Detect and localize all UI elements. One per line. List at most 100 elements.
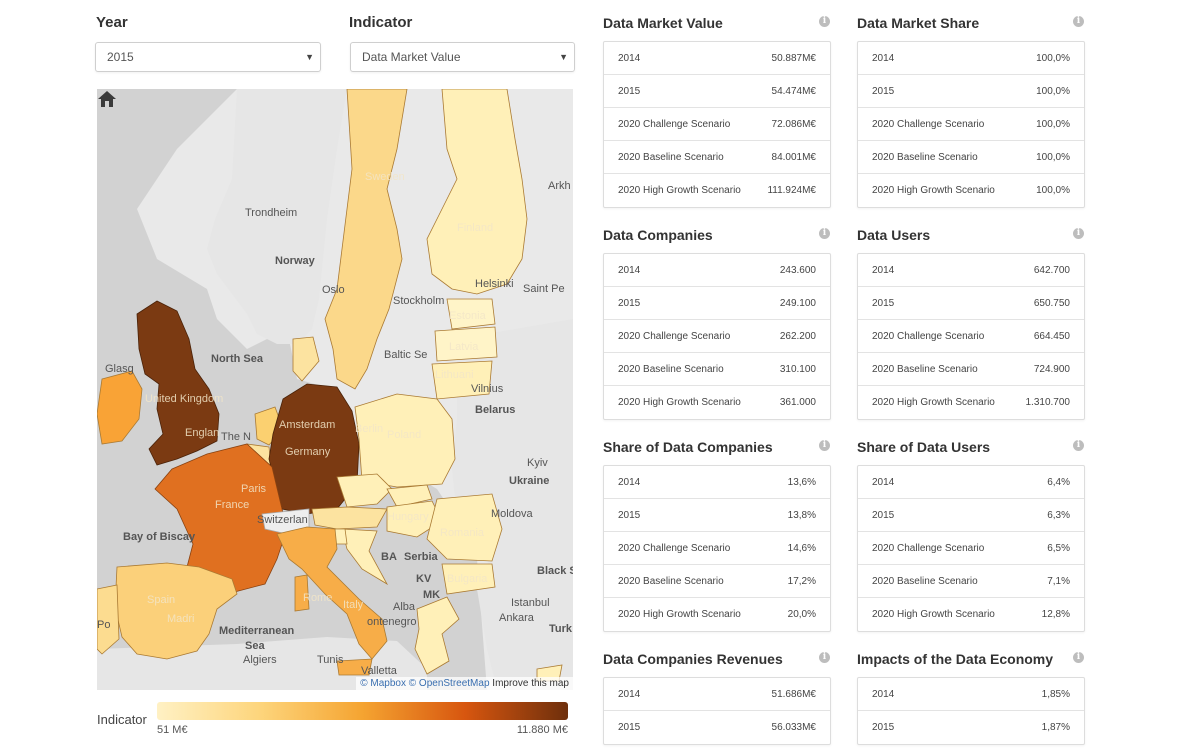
row-value: 243.600 [779, 264, 816, 276]
map-label-lithuania: Lithuani [435, 369, 474, 381]
map-label-helsinki: Helsinki [475, 278, 514, 290]
info-icon[interactable]: i [1073, 652, 1084, 663]
home-icon[interactable] [97, 89, 117, 109]
land-turkey [477, 579, 573, 690]
row-value: 50.887M€ [771, 52, 816, 64]
table-row: 2020 Baseline Scenario 84.001M€ [604, 141, 830, 174]
row-value: 100,0% [1036, 52, 1070, 64]
region-croatia [341, 528, 389, 586]
row-label: 2020 Baseline Scenario [618, 363, 724, 375]
region-sardinia [294, 574, 310, 612]
map-label-amsterdam: Amsterdam [279, 419, 336, 431]
region-estonia [446, 298, 496, 330]
map-label-sea: Sea [245, 640, 265, 652]
indicator-select[interactable]: Data Market Value ▼ [350, 42, 575, 72]
row-label: 2014 [618, 688, 641, 700]
legend-label: Indicator [97, 712, 147, 727]
mapbox-link[interactable]: © Mapbox [360, 678, 406, 689]
row-label: 2015 [618, 85, 641, 97]
row-value: 6,3% [1047, 509, 1070, 521]
info-icon[interactable]: i [819, 652, 830, 663]
map-label-bay-of-biscay: Bay of Biscay [123, 531, 196, 543]
row-label: 2020 Baseline Scenario [872, 575, 978, 587]
row-label: 2020 Challenge Scenario [618, 118, 731, 130]
map-label-north-sea: North Sea [211, 353, 263, 365]
map-label-italy: Italy [343, 599, 364, 611]
openstreetmap-link[interactable]: © OpenStreetMap [408, 678, 490, 689]
row-label: 2020 Baseline Scenario [872, 151, 978, 163]
table-row: 2020 High Growth Scenario 12,8% [858, 598, 1084, 631]
data-companies-revenues-title: Data Companies Revenues [603, 651, 783, 667]
row-value: 14,6% [787, 542, 816, 554]
info-icon[interactable]: i [1073, 228, 1084, 239]
table-row: 2020 Challenge Scenario 6,5% [858, 532, 1084, 565]
region-ireland [97, 370, 143, 445]
europe-map[interactable]: Sweden Finland Trondheim Arkh Norway Osl… [97, 89, 573, 690]
region-czechia [336, 473, 393, 508]
data-users-title: Data Users [857, 227, 931, 243]
legend-max: 11.880 M€ [516, 724, 568, 736]
table-row: 2014 50.887M€ [604, 42, 830, 75]
region-finland [426, 89, 528, 295]
table-row: 2014 6,4% [858, 466, 1084, 499]
map-label-paris: Paris [241, 483, 267, 495]
map-label-mk: MK [423, 589, 441, 601]
info-icon[interactable]: i [819, 228, 830, 239]
table-row: 2020 Baseline Scenario 17,2% [604, 565, 830, 598]
map-label-ba: BA [381, 551, 397, 563]
map-label-switzerland: Switzerlan [257, 514, 308, 526]
table-row: 2014 1,85% [858, 678, 1084, 711]
region-lithuania [431, 360, 493, 400]
data-companies-card: 2014 243.600 2015 249.100 2020 Challenge Sce… [603, 253, 831, 420]
map-label-madrid: Madri [167, 613, 195, 625]
data-companies-revenues-card: 2014 51.686M€ 2015 56.033M€ [603, 677, 831, 745]
row-value: 17,2% [787, 575, 816, 587]
map-label-poland: Poland [387, 429, 422, 441]
map-label-kyiv: Kyiv [527, 457, 548, 469]
row-label: 2015 [872, 85, 895, 97]
row-label: 2015 [618, 297, 641, 309]
row-label: 2020 Baseline Scenario [872, 363, 978, 375]
row-label: 2015 [872, 297, 895, 309]
row-value: 6,5% [1047, 542, 1070, 554]
row-label: 2015 [618, 509, 641, 521]
row-value: 642.700 [1033, 264, 1070, 276]
table-row: 2020 Challenge Scenario 14,6% [604, 532, 830, 565]
row-label: 2015 [872, 722, 895, 733]
region-slovakia [386, 484, 433, 508]
row-value: 664.450 [1033, 330, 1070, 342]
table-row: 2014 100,0% [858, 42, 1084, 75]
table-row: 2015 100,0% [858, 75, 1084, 108]
region-bulgaria [441, 563, 496, 595]
year-select[interactable]: 2015 ▼ [95, 42, 321, 72]
improve-map-link[interactable]: Improve this map [492, 678, 569, 689]
indicator-select-value: Data Market Value [362, 50, 461, 64]
row-value: 100,0% [1036, 185, 1070, 196]
map-label-sweden: Sweden [365, 171, 405, 183]
map-label-france: France [215, 499, 250, 511]
table-row: 2020 Baseline Scenario 100,0% [858, 141, 1084, 174]
map-label-berlin: Berlin [355, 423, 384, 435]
info-icon[interactable]: i [1073, 440, 1084, 451]
row-value: 51.686M€ [771, 688, 816, 700]
table-row: 2020 Challenge Scenario 262.200 [604, 320, 830, 353]
row-label: 2020 Challenge Scenario [618, 330, 731, 342]
info-icon[interactable]: i [819, 16, 830, 27]
row-label: 2014 [618, 264, 641, 276]
map-label-black-sea: Black S [537, 565, 573, 577]
map-label-mediterranean: Mediterranean [219, 625, 295, 637]
region-denmark [292, 336, 320, 382]
map-label-valletta: Valletta [361, 665, 397, 677]
land-east [452, 319, 573, 649]
row-value: 54.474M€ [771, 85, 816, 97]
map-label-rome: Rome [303, 592, 333, 604]
info-icon[interactable]: i [1073, 16, 1084, 27]
info-icon[interactable]: i [819, 440, 830, 451]
map-label-spain: Spain [147, 594, 176, 606]
map-label-estonia: Estonia [449, 310, 486, 322]
row-value: 1,87% [1041, 722, 1070, 733]
row-value: 12,8% [1041, 609, 1070, 620]
row-value: 13,6% [787, 476, 816, 488]
table-row: 2020 High Growth Scenario 111.924M€ [604, 174, 830, 207]
region-spain [114, 562, 238, 660]
